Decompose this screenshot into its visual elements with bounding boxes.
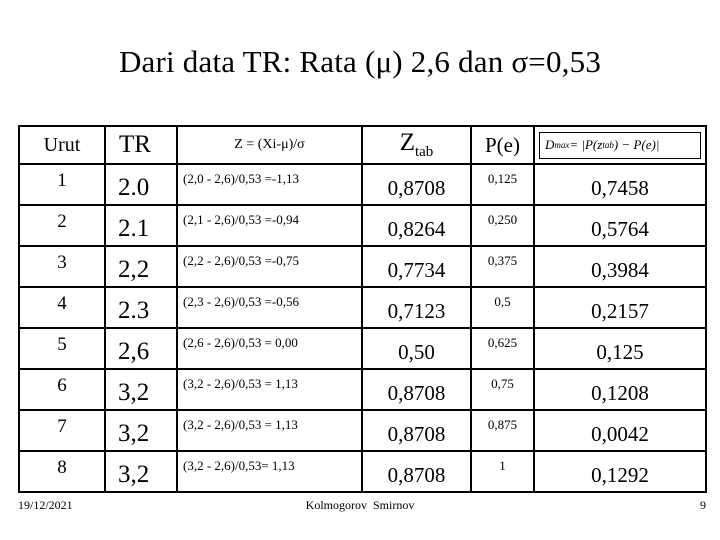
cell-dmax: 0,5764	[533, 204, 707, 247]
cell-tr: 2.0	[104, 163, 178, 206]
cell-dmax: 0,1208	[533, 368, 707, 411]
table-row: 5 2,6 (2,6 - 2,6)/0,53 = 0,00 0,50 0,625 0,12…	[18, 327, 707, 370]
cell-urut: 3	[18, 245, 106, 288]
header-pe: P(e)	[470, 125, 535, 165]
cell-ztab: 0,8708	[361, 450, 472, 493]
dmax-mid: = |P(z	[569, 137, 603, 152]
header-z-formula: Z = (Xi-μ)/σ	[176, 125, 363, 165]
header-urut: Urut	[18, 125, 106, 165]
cell-pe: 0,875	[470, 409, 535, 452]
cell-z: (2,0 - 2,6)/0,53 =-1,13	[176, 163, 363, 206]
cell-z: (2,6 - 2,6)/0,53 = 0,00	[176, 327, 363, 370]
table-row: 4 2.3 (2,3 - 2,6)/0,53 =-0,56 0,7123 0,5 0,21…	[18, 286, 707, 329]
header-tr: TR	[104, 125, 178, 165]
cell-z: (3,2 - 2,6)/0,53= 1,13	[176, 450, 363, 493]
table-row: 6 3,2 (3,2 - 2,6)/0,53 = 1,13 0,8708 0,75 0,1…	[18, 368, 707, 411]
dmax-end: ) − P(e)|	[613, 137, 660, 152]
table-row: 8 3,2 (3,2 - 2,6)/0,53= 1,13 0,8708 1 0,1292	[18, 450, 707, 493]
cell-dmax: 0,7458	[533, 163, 707, 206]
footer-title: Kolmogorov Smirnov	[305, 498, 415, 512]
table-row: 1 2.0 (2,0 - 2,6)/0,53 =-1,13 0,8708 0,125 0,…	[18, 163, 707, 206]
cell-z: (2,1 - 2,6)/0,53 =-0,94	[176, 204, 363, 247]
cell-dmax: 0,0042	[533, 409, 707, 452]
cell-urut: 8	[18, 450, 106, 493]
ztab-base: Z	[399, 129, 415, 156]
cell-tr: 2.1	[104, 204, 178, 247]
cell-urut: 6	[18, 368, 106, 411]
cell-dmax: 0,125	[533, 327, 707, 370]
cell-dmax: 0,1292	[533, 450, 707, 493]
cell-tr: 2,6	[104, 327, 178, 370]
cell-tr: 3,2	[104, 409, 178, 452]
cell-ztab: 0,50	[361, 327, 472, 370]
cell-z: (3,2 - 2,6)/0,53 = 1,13	[176, 368, 363, 411]
cell-pe: 0,375	[470, 245, 535, 288]
dmax-d: D	[545, 137, 555, 152]
cell-urut: 4	[18, 286, 106, 329]
cell-urut: 5	[18, 327, 106, 370]
cell-z: (2,2 - 2,6)/0,53 =-0,75	[176, 245, 363, 288]
cell-ztab: 0,8708	[361, 409, 472, 452]
slide-title: Dari data TR: Rata (μ) 2,6 dan σ=0,53	[118, 44, 602, 79]
cell-ztab: 0,8264	[361, 204, 472, 247]
cell-ztab: 0,7734	[361, 245, 472, 288]
cell-pe: 0,75	[470, 368, 535, 411]
cell-ztab: 0,7123	[361, 286, 472, 329]
table-row: 2 2.1 (2,1 - 2,6)/0,53 =-0,94 0,8264 0,250 0,…	[18, 204, 707, 247]
cell-ztab: 0,8708	[361, 163, 472, 206]
cell-pe: 0,625	[470, 327, 535, 370]
cell-z: (2,3 - 2,6)/0,53 =-0,56	[176, 286, 363, 329]
footer-date: 19/12/2021	[18, 498, 73, 512]
cell-ztab: 0,8708	[361, 368, 472, 411]
cell-dmax: 0,2157	[533, 286, 707, 329]
cell-tr: 2.3	[104, 286, 178, 329]
dmax-tab-subscript: tab	[602, 140, 614, 150]
cell-tr: 2,2	[104, 245, 178, 288]
cell-dmax: 0,3984	[533, 245, 707, 288]
cell-urut: 1	[18, 163, 106, 206]
footer-page-number: 9	[700, 498, 706, 512]
table-row: 7 3,2 (3,2 - 2,6)/0,53 = 1,13 0,8708 0,875 0,…	[18, 409, 707, 452]
table-body: 1 2.0 (2,0 - 2,6)/0,53 =-1,13 0,8708 0,125 0,…	[18, 163, 707, 493]
cell-tr: 3,2	[104, 368, 178, 411]
cell-urut: 2	[18, 204, 106, 247]
cell-tr: 3,2	[104, 450, 178, 493]
cell-pe: 0,125	[470, 163, 535, 206]
cell-z: (3,2 - 2,6)/0,53 = 1,13	[176, 409, 363, 452]
dmax-max-subscript: max	[554, 140, 570, 150]
cell-pe: 0,250	[470, 204, 535, 247]
cell-pe: 0,5	[470, 286, 535, 329]
header-ztab: Ztab	[361, 125, 472, 165]
cell-pe: 1	[470, 450, 535, 493]
cell-urut: 7	[18, 409, 106, 452]
table-row: 3 2,2 (2,2 - 2,6)/0,53 =-0,75 0,7734 0,375 0,…	[18, 245, 707, 288]
ztab-subscript: tab	[414, 144, 434, 160]
